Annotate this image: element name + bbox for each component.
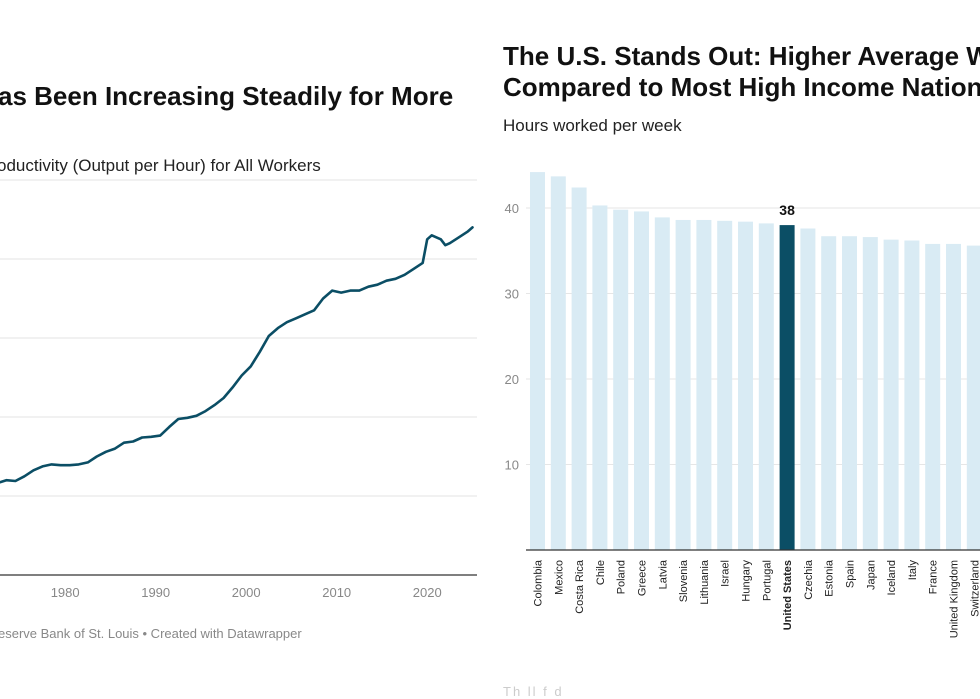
bar-czechia [800, 228, 816, 550]
bar-poland [613, 209, 629, 550]
category-label: Costa Rica [574, 559, 586, 614]
y-tick-label: 10 [505, 458, 519, 473]
right-chart-subtitle: Hours worked per week [503, 116, 682, 135]
bar-slovenia [675, 219, 691, 550]
productivity-line [0, 226, 474, 484]
category-label: Greece [637, 560, 649, 596]
y-tick-label: 30 [505, 287, 519, 302]
category-label: Latvia [657, 559, 669, 589]
right-chart-title-line1: The U.S. Stands Out: Higher Average W [503, 41, 980, 71]
category-label: Israel [720, 560, 732, 587]
category-label: Estonia [824, 559, 836, 597]
left-chart-subtitle: oductivity (Output per Hour) for All Wor… [0, 156, 321, 175]
x-tick-label: 1980 [51, 585, 80, 600]
bar-france [925, 243, 941, 550]
bar-estonia [821, 236, 837, 550]
category-label: Poland [616, 560, 628, 594]
bar-greece [634, 211, 649, 551]
category-label: Czechia [803, 559, 815, 600]
category-label: France [928, 560, 940, 594]
highlight-value-label: 38 [779, 202, 795, 218]
y-tick-label: 20 [505, 372, 519, 387]
left-chart-title: as Been Increasing Steadily for More [0, 81, 454, 111]
y-tick-label: 40 [505, 201, 519, 216]
bar-united-kingdom [946, 243, 961, 550]
x-tick-label: 2020 [413, 585, 442, 600]
category-label: Hungary [741, 560, 753, 602]
x-tick-label: 2000 [232, 585, 261, 600]
category-label: Mexico [553, 560, 565, 595]
bar-hungary [738, 221, 753, 550]
bar-chile [592, 205, 608, 550]
category-label: Switzerland [969, 560, 980, 617]
bar-costa-rica [571, 187, 587, 551]
bar-switzerland [966, 245, 980, 550]
category-label: Slovenia [678, 559, 690, 602]
bar-mexico [550, 176, 566, 551]
left-chart-panel: as Been Increasing Steadily for More odu… [0, 81, 477, 641]
left-chart-source: eserve Bank of St. Louis • Created with … [0, 626, 302, 641]
bar-japan [862, 237, 878, 550]
category-label: United States [782, 560, 794, 630]
bar-portugal [758, 223, 774, 550]
right-chart-panel: The U.S. Stands Out: Higher Average W Co… [490, 0, 980, 699]
category-label: United Kingdom [949, 560, 961, 638]
x-tick-label: 2010 [322, 585, 351, 600]
right-chart-title-line2: Compared to Most High Income Nation [503, 72, 980, 102]
category-label: Colombia [533, 559, 545, 606]
category-label: Iceland [886, 560, 898, 595]
category-label: Italy [907, 560, 919, 581]
bar-iceland [883, 239, 899, 550]
line-chart: 1980 1990 2000 2010 2020 [0, 179, 477, 600]
bar-colombia [530, 172, 545, 550]
x-tick-label: 1990 [141, 585, 170, 600]
category-label: Spain [845, 560, 857, 588]
bar-united-states [779, 225, 795, 550]
bar-italy [904, 240, 920, 551]
category-label: Lithuania [699, 559, 711, 605]
bar-chart: 10 20 30 40 Colombia Mexico Costa Rica Chile Pol… [505, 172, 980, 638]
category-label: Portugal [761, 560, 773, 601]
right-chart-footer-fragment: Th ll f d [503, 684, 564, 699]
category-label: Japan [865, 560, 877, 590]
bar-spain [842, 236, 857, 550]
bar-lithuania [696, 219, 712, 550]
bar-israel [717, 220, 733, 550]
category-label: Chile [595, 560, 607, 585]
bar-latvia [654, 217, 670, 550]
